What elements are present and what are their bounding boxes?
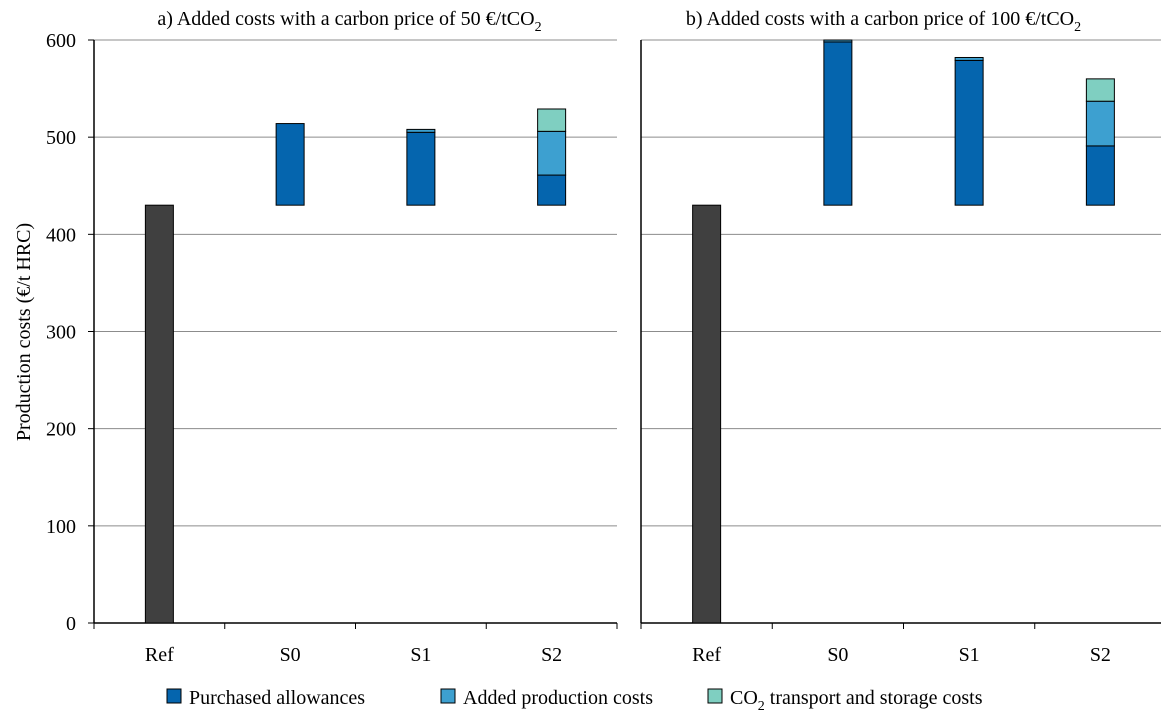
legend-swatch	[440, 688, 456, 704]
legend: Purchased allowances Added production cos…	[166, 687, 983, 711]
x-tick-label: Ref	[145, 644, 174, 666]
legend-item-co2-transport-storage: CO2 transport and storage costs	[707, 687, 983, 711]
bar-s1	[406, 128, 436, 206]
chart-title: b) Added costs with a carbon price of 10…	[686, 8, 1081, 35]
bar-segment-purchased-allowances	[954, 59, 984, 206]
bar-segment-purchased-allowances	[1085, 145, 1115, 206]
bar-segment-added-production-costs	[406, 128, 436, 133]
y-tick-label: 400	[46, 224, 76, 246]
chart-panel-b: Ref S0 S1 S2 b) Added costs with a carbon pr…	[640, 8, 1161, 666]
bar-s0	[275, 123, 305, 206]
bar-ref	[144, 204, 174, 624]
bar-segment-purchased-allowances	[406, 131, 436, 206]
bar-segment-purchased-allowances	[275, 123, 305, 206]
x-tick-label: S2	[541, 644, 562, 666]
legend-swatch	[166, 688, 182, 704]
bar-segment-co2-transport-storage	[1085, 78, 1115, 102]
bar-segment-added-production-costs	[954, 56, 984, 61]
legend-item-purchased-allowances: Purchased allowances	[166, 687, 365, 709]
legend-label: Added production costs	[463, 687, 653, 709]
x-tick-label: Ref	[692, 644, 721, 666]
legend-item-added-production-costs: Added production costs	[440, 687, 653, 709]
bar-segment-co2-transport-storage	[537, 108, 567, 132]
y-tick-label: 100	[46, 516, 76, 538]
x-tick-label: S0	[827, 644, 848, 666]
bar-segment-purchased-allowances	[823, 41, 853, 206]
x-tick-label: S1	[959, 644, 980, 666]
legend-swatch	[707, 688, 723, 704]
y-tick-label: 300	[46, 322, 76, 344]
bar-s0	[823, 39, 853, 206]
y-tick-label: 0	[66, 613, 76, 635]
x-tick-label: S2	[1090, 644, 1111, 666]
bar-segment-added-production-costs	[537, 130, 567, 176]
bar-s1	[954, 56, 984, 206]
bar-segment-added-production-costs	[1085, 100, 1115, 147]
chart-title: a) Added costs with a carbon price of 50…	[157, 8, 541, 35]
y-axis-label: Production costs (€/t HRC)	[13, 223, 35, 441]
x-tick-label: S1	[410, 644, 431, 666]
y-tick-label: 500	[46, 127, 76, 149]
legend-label: Purchased allowances	[189, 687, 365, 709]
bar-s2	[537, 108, 567, 206]
bar-segment-added-production-costs	[823, 39, 853, 43]
bar-ref	[692, 204, 722, 624]
legend-label: CO2 transport and storage costs	[730, 687, 983, 711]
bar-segment-purchased-allowances	[537, 174, 567, 206]
bar-segment-reference	[692, 204, 722, 624]
bar-s2	[1085, 78, 1115, 206]
bar-segment-reference	[144, 204, 174, 624]
y-tick-label: 600	[46, 30, 76, 52]
y-tick-label: 200	[46, 419, 76, 441]
x-tick-label: S0	[280, 644, 301, 666]
chart-panel-a: 0 100 200 300 400 500 600 Ref S0 S1 S2 a) Added cos…	[46, 8, 618, 666]
